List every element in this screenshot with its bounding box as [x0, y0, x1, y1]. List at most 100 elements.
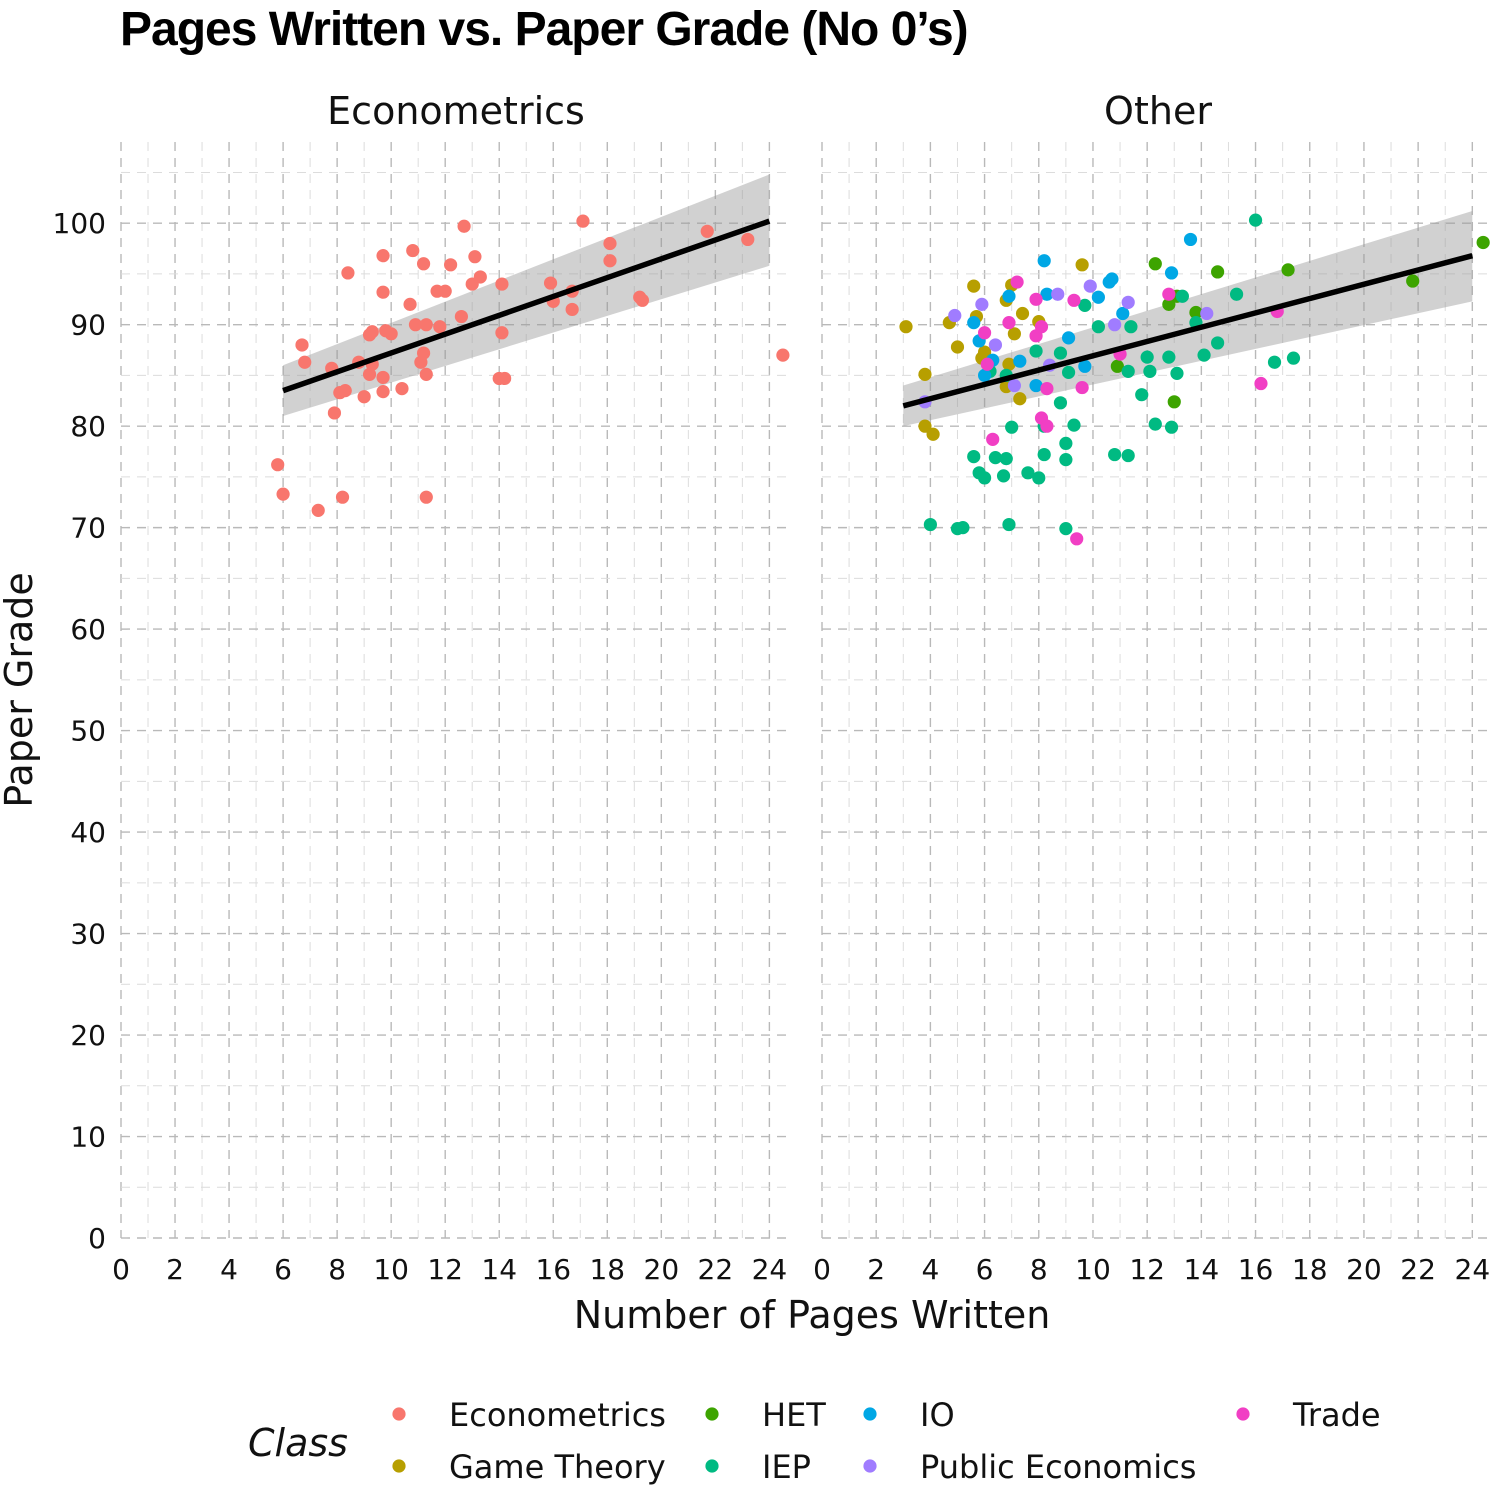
data-point [495, 277, 509, 291]
data-point [918, 367, 932, 381]
legend-key [392, 1459, 406, 1473]
data-point [1075, 258, 1089, 272]
data-point [1254, 376, 1268, 391]
data-point [948, 308, 962, 323]
confidence-ribbon [903, 211, 1473, 427]
y-tick-label: 20 [70, 1019, 106, 1052]
x-tick-label: 4 [921, 1253, 939, 1286]
y-tick-label: 40 [70, 816, 106, 849]
data-point [495, 326, 509, 340]
data-point [1476, 235, 1490, 250]
data-point [741, 232, 755, 247]
data-point [635, 293, 650, 307]
data-point [1034, 320, 1049, 334]
data-point [1170, 366, 1184, 380]
legend-key [1236, 1407, 1250, 1421]
x-tick-label: 8 [328, 1253, 346, 1286]
y-axis-title: Paper Grade [0, 572, 41, 808]
x-tick-label: 20 [644, 1253, 680, 1286]
data-point [1040, 382, 1054, 396]
data-point [1167, 395, 1181, 409]
y-tick-label: 50 [70, 715, 106, 748]
facet-label: Other [1104, 89, 1212, 133]
legend-label: Trade [1292, 1396, 1381, 1434]
data-point [950, 340, 965, 354]
data-point [408, 318, 423, 332]
data-point [967, 449, 981, 464]
x-tick-label: 22 [698, 1253, 734, 1286]
data-point [1002, 289, 1016, 303]
data-point [1075, 380, 1089, 395]
data-point [1015, 306, 1030, 321]
data-point [1083, 279, 1097, 293]
x-tick-label: 14 [481, 1253, 517, 1286]
data-point [977, 326, 992, 340]
data-point [376, 385, 390, 399]
data-point [1197, 348, 1211, 362]
y-tick-label: 60 [70, 613, 106, 646]
legend-label: Econometrics [449, 1396, 666, 1434]
data-point [967, 316, 981, 330]
data-point [295, 338, 309, 352]
data-point [1002, 316, 1016, 330]
data-point [1140, 350, 1154, 364]
y-tick-label: 80 [70, 410, 106, 443]
data-point [1013, 392, 1027, 406]
data-point [457, 219, 471, 233]
x-tick-label: 10 [373, 1253, 409, 1286]
data-point [977, 368, 992, 383]
data-point [271, 458, 285, 472]
data-point [1059, 436, 1073, 450]
data-point [311, 503, 325, 517]
data-point [956, 521, 970, 535]
data-point [1053, 346, 1068, 360]
data-point [1007, 327, 1021, 341]
data-point [1037, 254, 1051, 268]
data-point [454, 309, 469, 324]
y-tick-label: 70 [70, 512, 106, 545]
data-point [1124, 320, 1138, 334]
data-point [1183, 232, 1198, 247]
x-tick-label: 10 [1075, 1253, 1111, 1286]
x-tick-label: 6 [274, 1253, 292, 1286]
legend-key [392, 1407, 406, 1421]
data-point [376, 249, 390, 263]
x-tick-label: 22 [1400, 1253, 1436, 1286]
data-point [1029, 292, 1043, 306]
data-point [1406, 274, 1420, 288]
x-tick-label: 0 [813, 1253, 831, 1286]
data-point [1078, 298, 1092, 312]
data-point [1267, 355, 1282, 369]
data-point [926, 427, 940, 441]
data-point [565, 302, 579, 317]
x-tick-label: 18 [589, 1253, 625, 1286]
data-point [1121, 295, 1135, 309]
data-point [365, 325, 379, 339]
data-point [1032, 471, 1046, 485]
x-tick-label: 14 [1184, 1253, 1220, 1286]
data-point [1067, 293, 1081, 307]
data-point [416, 346, 431, 360]
data-point [980, 357, 994, 371]
x-tick-label: 12 [1129, 1253, 1165, 1286]
data-point [276, 487, 290, 501]
data-point [1189, 305, 1203, 320]
data-point [1105, 272, 1119, 286]
y-tick-label: 10 [70, 1121, 106, 1154]
x-tick-label: 2 [166, 1253, 184, 1286]
data-point [1162, 287, 1176, 301]
regression-line [902, 253, 1474, 409]
data-point [1135, 388, 1149, 402]
x-tick-label: 18 [1292, 1253, 1328, 1286]
data-point [338, 384, 352, 398]
data-point [1148, 417, 1162, 431]
data-point [1037, 447, 1051, 462]
data-point [977, 471, 992, 485]
data-point [1010, 275, 1024, 289]
facet-label: Econometrics [327, 89, 585, 133]
data-point [1148, 257, 1162, 271]
data-point [1002, 357, 1016, 371]
data-point [1162, 297, 1176, 311]
data-point [1175, 289, 1189, 303]
legend: Class Econometrics Game Theory HET IEP IO Publ… [248, 1396, 1381, 1486]
